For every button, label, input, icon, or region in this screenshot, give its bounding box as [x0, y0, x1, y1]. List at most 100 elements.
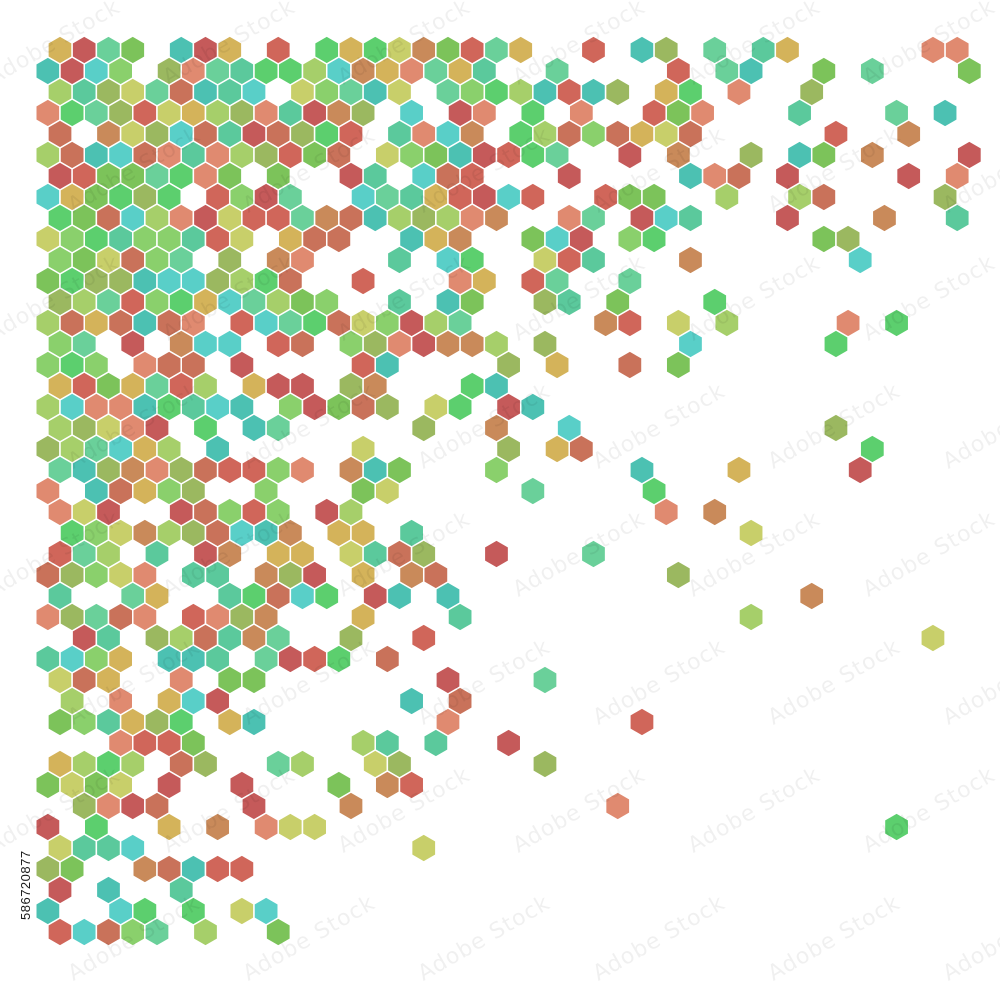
hexagon-tile: [289, 455, 316, 485]
hexagon-tile: [641, 224, 667, 254]
hexagon-tile: [265, 749, 292, 779]
hexagon-tile: [653, 497, 680, 527]
hexagon-tile: [823, 329, 849, 359]
hexagon-tile: [83, 560, 110, 590]
hexagon-tile: [920, 623, 946, 653]
hexagon-tile: [410, 833, 437, 863]
hexagon-tile: [422, 728, 449, 758]
hexagon-tile: [483, 455, 510, 485]
hexagon-tile: [47, 707, 73, 737]
hexagon-tile: [883, 308, 910, 338]
hexagon-tile: [895, 119, 922, 149]
hexagon-tile: [47, 917, 73, 947]
hexagon-tile: [374, 476, 401, 506]
hexagon-tile: [580, 35, 607, 65]
hexagon-tile: [398, 770, 425, 800]
hexagon-tile: [568, 434, 595, 464]
hexagon-tile: [35, 602, 61, 632]
hexagon-tile: [580, 539, 607, 569]
hexagon-tile: [192, 917, 219, 947]
hexagon-tile: [774, 203, 801, 233]
hexagon-tile: [119, 791, 146, 821]
hexagon-tile: [350, 392, 376, 422]
hexagon-tile: [616, 350, 643, 380]
hexagon-tile: [532, 749, 558, 779]
hexagon-tile: [944, 203, 971, 233]
hexagon-tile: [204, 854, 231, 884]
hexagon-tile: [216, 707, 243, 737]
hexagon-tile: [132, 476, 158, 506]
hexagon-tile: [616, 308, 643, 338]
hexagon-tile: [592, 308, 619, 338]
hexagon-tile: [871, 203, 898, 233]
stock-id-text: 586720877: [18, 850, 33, 920]
hexagon-tile: [859, 56, 886, 86]
hexagon-tile: [374, 392, 401, 422]
hexagon-tile: [580, 119, 607, 149]
hexagon-tile: [228, 854, 255, 884]
hexagon-tile: [216, 455, 243, 485]
hexagon-tile: [241, 665, 267, 695]
hexagon-tile: [156, 812, 182, 842]
hexagon-tile: [435, 329, 461, 359]
hexagon-tile: [289, 329, 316, 359]
hexagon-tile: [313, 581, 340, 611]
hexagon-tile: [738, 518, 764, 548]
hexagon-tile: [665, 350, 692, 380]
hexagon-tile: [289, 581, 316, 611]
hexagon-tile: [119, 917, 146, 947]
hexagon-tile: [301, 140, 328, 170]
hexagon-tile: [810, 182, 837, 212]
hexagon-tile: [519, 392, 546, 422]
hexagon-tile: [410, 413, 437, 443]
hexagon-tile: [726, 455, 752, 485]
hexagon-tile: [713, 182, 740, 212]
hexagon-tile: [277, 644, 304, 674]
hexagon-tile: [483, 203, 510, 233]
hexagon-tile: [325, 644, 352, 674]
hexagon-tile: [507, 35, 534, 65]
hexagon-tile: [810, 140, 837, 170]
hexagon-tile: [95, 833, 122, 863]
hexagon-tile: [604, 77, 631, 107]
hexagon-tile: [859, 140, 886, 170]
hexagon-tile: [701, 497, 728, 527]
hexagon-tile: [956, 56, 983, 86]
hexagon-tile: [447, 392, 473, 422]
hexagon-tile: [253, 812, 279, 842]
hexagon-tile: [338, 791, 364, 821]
hexagon-tile: [144, 917, 170, 947]
hexagon-tile: [228, 896, 255, 926]
hexagon-tile: [932, 98, 958, 128]
hexagon-tile: [616, 140, 643, 170]
hexagon-tile: [532, 665, 558, 695]
hexagon-tile: [180, 560, 207, 590]
hexagon-tile: [665, 560, 692, 590]
hexagon-tile: [398, 686, 425, 716]
hexagon-tile: [265, 917, 292, 947]
hexagon-tile: [241, 413, 267, 443]
hexagon-tile: [132, 854, 158, 884]
hexagon-tile: [677, 161, 704, 191]
hexagon-tile: [374, 770, 401, 800]
hexagon-tile: [883, 812, 910, 842]
hexagon-tile: [920, 35, 946, 65]
hexagon-tile: [823, 413, 849, 443]
hexagon-tile: [35, 770, 61, 800]
hexagon-tile: [798, 581, 825, 611]
hexagon-tile: [556, 287, 583, 317]
hexagon-tile: [604, 791, 631, 821]
hexagon-tile: [301, 392, 328, 422]
hexagon-tile: [519, 140, 546, 170]
hexagon-tile: [629, 35, 655, 65]
hexagon-tile: [301, 644, 328, 674]
hexagon-tile: [386, 245, 413, 275]
hexagon-tile: [895, 161, 922, 191]
hexagon-tile: [810, 224, 837, 254]
hexagon-tile: [847, 245, 874, 275]
hexagon-tile: [71, 707, 98, 737]
hexagon-tile: [204, 812, 231, 842]
hexagon-tile: [374, 644, 401, 674]
